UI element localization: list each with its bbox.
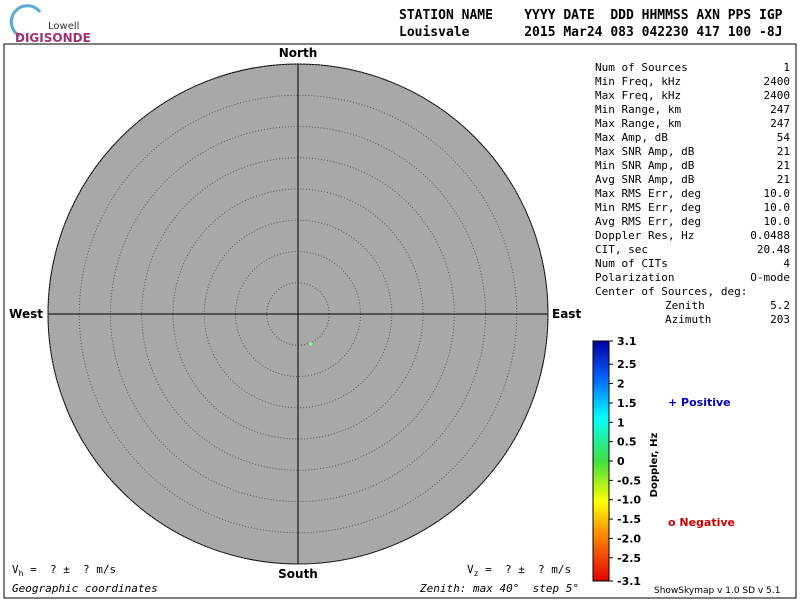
stat-label: Max Amp, dB [595,131,668,144]
stat-value: 21 [777,145,790,158]
colorbar [592,340,610,582]
legend-negative: o Negative [668,516,735,529]
stat-value: 1 [783,61,790,74]
velocity-sub: z [474,569,479,578]
colorbar-tick-label: 2.5 [617,358,637,371]
stat-value: 54 [777,131,791,144]
stat-value: 2400 [764,89,791,102]
stat-label: Polarization [595,271,674,284]
stats-title: Center of Sources, deg: [595,285,747,298]
direction-label: North [279,46,317,60]
stat-value: 21 [777,159,790,172]
direction-label: West [9,307,43,321]
stat-value: O-mode [750,271,790,284]
colorbar-tick-label: -2.0 [617,532,641,545]
stat-value: 247 [770,103,790,116]
stat-value: 2400 [764,75,791,88]
stat-label: Max Range, km [595,117,681,130]
coords-note: Geographic coordinates [12,582,158,595]
logo-arc [9,4,42,38]
logo-top: Lowell [48,21,79,32]
stat-value: 203 [770,313,790,326]
colorbar-tick-label: 1.5 [617,397,637,410]
stat-value: 21 [777,173,790,186]
stat-label: Avg SNR Amp, dB [595,173,695,186]
velocity: Vz = ? ± ? m/s [467,563,571,578]
stat-label: Max Freq, kHz [595,89,681,102]
stat-label: Avg RMS Err, deg [595,215,701,228]
stat-label: Num of Sources [595,61,688,74]
stat-label: Zenith [665,299,705,312]
stat-value: 10.0 [764,215,791,228]
legend-positive: + Positive [668,396,731,409]
velocity-text: = ? ± ? m/s [23,563,116,576]
source-point [308,342,313,346]
stat-label: Min SNR Amp, dB [595,159,695,172]
direction-label: East [552,307,581,321]
velocity-symbol: V [467,563,474,576]
frame [3,43,797,599]
stat-value: 10.0 [764,187,791,200]
stat-value: 5.2 [770,299,790,312]
colorbar-tick-label: 0 [617,455,625,468]
stat-label: Min Freq, kHz [595,75,681,88]
stat-label: Azimuth [665,313,711,326]
logo-bottom: DIGISONDE [15,31,91,45]
colorbar-tick-label: 3.1 [617,335,637,348]
direction-label: South [278,567,318,581]
stat-value: 10.0 [764,201,791,214]
velocity-sub: h [19,569,24,578]
stat-value: 247 [770,117,790,130]
zenith-note: Zenith: max 40° step 5° [419,582,579,595]
stat-value: 20.48 [757,243,790,256]
colorbar-tick-label: 0.5 [617,436,637,449]
version: ShowSkymap v 1.0 SD v 5.1 [654,586,780,596]
colorbar-tick-label: -1.0 [617,494,641,507]
stat-label: CIT, sec [595,243,648,256]
colorbar-tick-label: -0.5 [617,474,641,487]
colorbar-tick-label: -3.1 [617,575,641,588]
stat-label: Doppler Res, Hz [595,229,694,242]
colorbar-tick-label: -2.5 [617,552,641,565]
stat-value: 0.0488 [750,229,790,242]
stat-label: Num of CITs [595,257,668,270]
stat-label: Min RMS Err, deg [595,201,701,214]
colorbar-tick-label: 2 [617,378,625,391]
velocity-text: = ? ± ? m/s [478,563,571,576]
colorbar-tick-label: -1.5 [617,513,641,526]
stat-label: Max RMS Err, deg [595,187,701,200]
header-line: Louisvale 2015 Mar24 083 042230 417 100 … [399,25,783,40]
header-line: STATION NAME YYYY DATE DDD HHMMSS AXN PP… [399,8,783,23]
velocity-symbol: V [12,563,19,576]
colorbar-label: Doppler, Hz [649,433,660,498]
velocity: Vh = ? ± ? m/s [12,563,116,578]
colorbar-tick-label: 1 [617,416,625,429]
stat-value: 4 [783,257,790,270]
stat-label: Min Range, km [595,103,681,116]
stat-label: Max SNR Amp, dB [595,145,695,158]
